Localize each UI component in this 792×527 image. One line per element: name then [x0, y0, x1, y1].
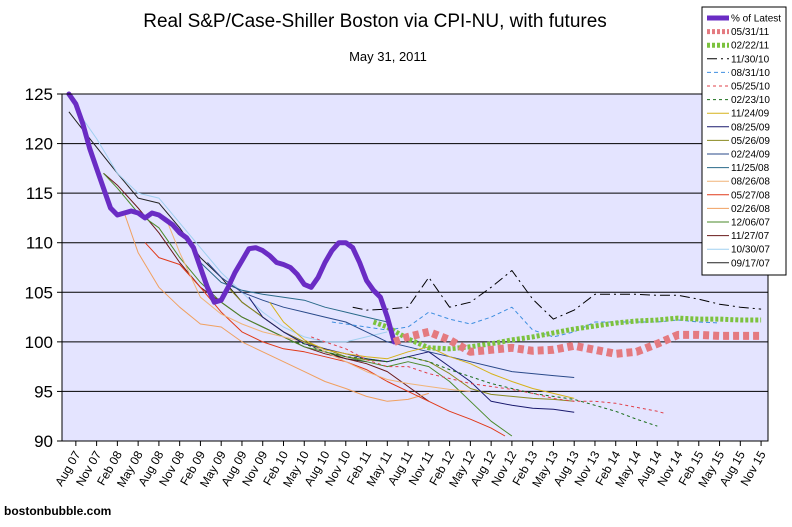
series-line-of-latest	[66, 91, 397, 345]
plot-area	[62, 94, 768, 441]
y-tick-label: 125	[25, 85, 53, 104]
series-line-08-26-08	[165, 217, 471, 392]
chart-title: Real S&P/Case-Shiller Boston via CPI-NU,…	[143, 11, 607, 32]
y-tick-label: 95	[34, 382, 53, 401]
series-line-02-23-10	[290, 341, 658, 427]
legend-entry-05-27-08: 05/27/08	[731, 190, 770, 201]
y-tick-label: 120	[25, 135, 53, 154]
series-line-02-22-11	[372, 315, 762, 352]
y-tick-label: 105	[25, 283, 53, 302]
series-layer	[66, 91, 762, 437]
legend-entry-02-26-08: 02/26/08	[731, 204, 770, 215]
series-line-02-26-08	[123, 212, 429, 402]
y-tick-label: 110	[26, 234, 53, 253]
series-line-02-24-09	[207, 262, 575, 378]
legend-entry-02-22-11: 02/22/11	[731, 41, 770, 52]
legend-entry-of-latest: % of Latest	[731, 14, 781, 25]
legend-entry-02-23-10: 02/23/10	[731, 95, 770, 106]
series-line-05-31-11	[392, 327, 762, 358]
legend-entry-05-25-10: 05/25/10	[731, 82, 770, 93]
legend-entry-08-31-10: 08/31/10	[731, 68, 770, 79]
legend-entry-10-30-07: 10/30/07	[731, 245, 770, 256]
legend-box	[701, 6, 787, 276]
legend-entry-11-27-07: 11/27/07	[731, 231, 770, 242]
legend-entry-11-25-08: 11/25/08	[731, 163, 770, 174]
legend-entry-08-25-09: 08/25/09	[731, 122, 770, 133]
series-line-05-27-08	[144, 242, 506, 437]
legend-entry-11-30-10: 11/30/10	[731, 54, 770, 65]
legend-entry-12-06-07: 12/06/07	[731, 218, 770, 229]
series-line-05-25-10	[311, 336, 665, 414]
legend-entry-05-31-11: 05/31/11	[731, 27, 770, 38]
series-line-11-24-09	[269, 301, 575, 399]
legend-entry-05-26-09: 05/26/09	[731, 136, 770, 147]
y-tick-label: 100	[25, 333, 53, 352]
chart-subtitle: May 31, 2011	[349, 49, 427, 64]
series-line-11-30-10	[352, 270, 762, 320]
y-tick-label: 90	[34, 432, 53, 451]
legend-entry-09-17-07: 09/17/07	[731, 258, 770, 269]
y-tick-label: 115	[26, 184, 53, 203]
y-axis: 90 95 100 105 110 115 120 125	[25, 85, 62, 451]
legend: % of Latest 05/31/11 02/22/11 11/30/10 08/31…	[701, 6, 787, 276]
series-line-11-25-08	[186, 237, 388, 323]
footer-credit: bostonbubble.com	[4, 504, 111, 518]
legend-entry-02-24-09: 02/24/09	[731, 150, 770, 161]
gridlines	[62, 143, 768, 392]
legend-entry-08-26-08: 08/26/08	[731, 177, 770, 188]
legend-entry-11-24-09: 11/24/09	[731, 109, 770, 120]
